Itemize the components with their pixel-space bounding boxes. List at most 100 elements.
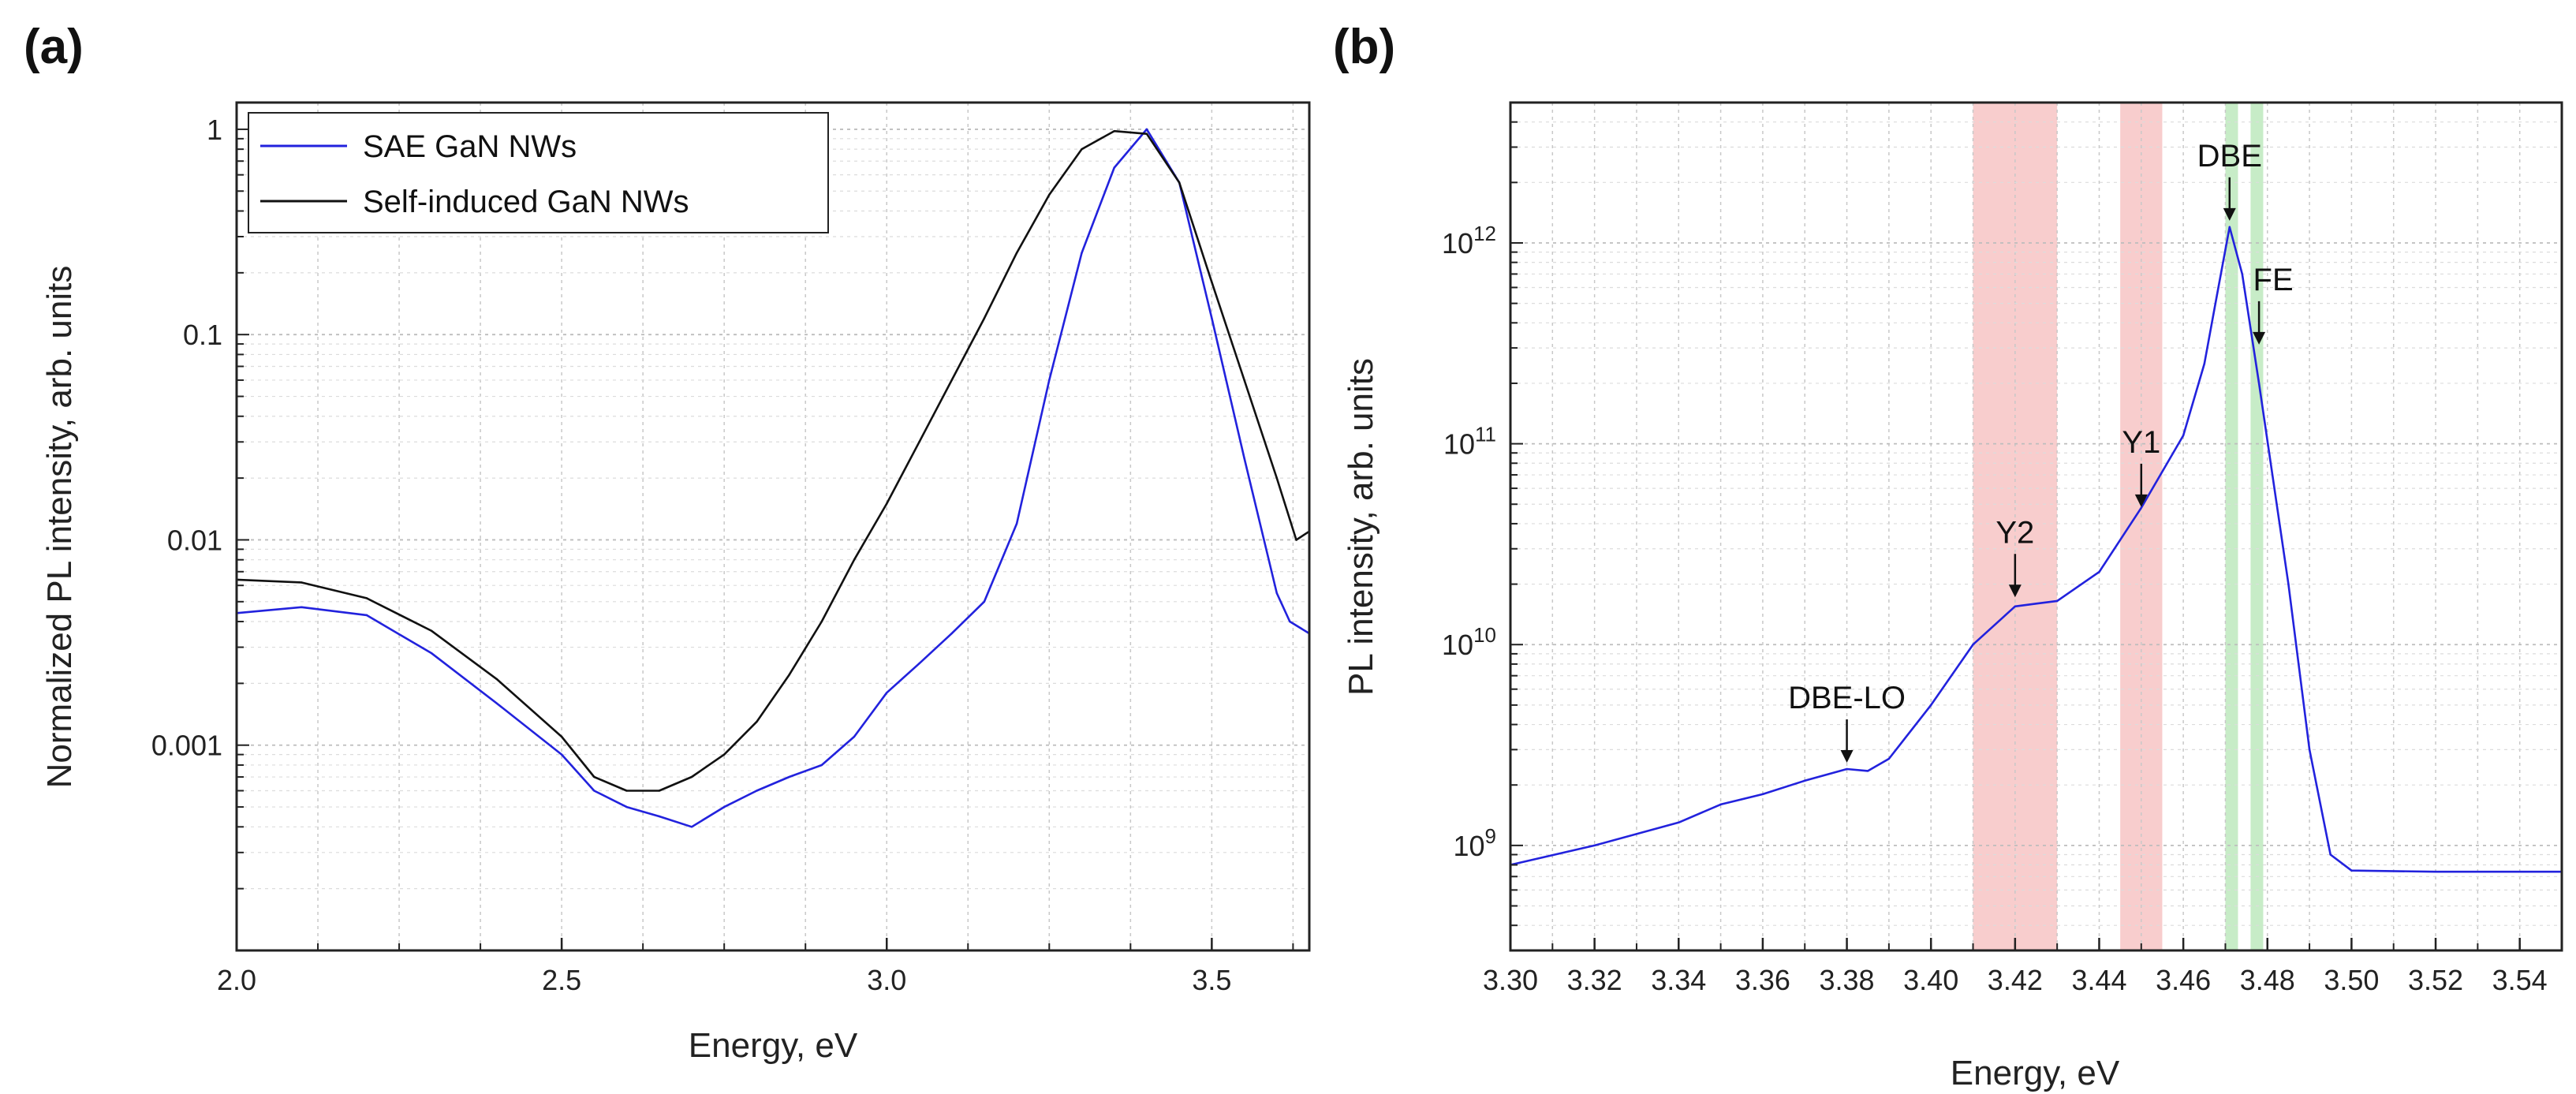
data-point [1211,317,1213,319]
shaded-band [2120,103,2163,950]
series-line-1 [236,129,1310,792]
data-point [1015,252,1018,254]
data-point [301,581,303,584]
data-point [918,441,920,443]
legend-box [248,112,829,233]
panel-a-xlabel: Energy, eV [689,1026,858,1065]
x-tick-label: 3.5 [1192,964,1231,996]
panel-b-shaded-bands [1973,103,2264,950]
panel-b-series [1509,226,2563,873]
annotation-arrowhead [2253,331,2266,345]
x-tick-label: 3.36 [1735,964,1790,996]
x-tick-label: 3.38 [1820,964,1875,996]
data-point [756,720,758,723]
y-tick-label: 1011 [1443,423,1496,461]
y-tick-label: 1012 [1442,222,1496,259]
data-point [1275,476,1278,480]
panel-a-series [235,128,1311,828]
data-point [1048,379,1051,382]
x-tick-label: 3.42 [1988,964,2043,996]
data-point [495,678,498,681]
panel-a-ticks: 2.0 2.5 3.0 3.5 0.001 0.01 0.1 1 [151,114,1294,996]
panel-b-annotations: DBE-LO Y2 Y1 DBE FE [1788,139,2294,764]
y-tick-label: 0.1 [183,319,222,351]
data-point [1275,592,1278,595]
legend-label-sae: SAE GaN NWs [363,129,577,164]
data-point [1972,644,1974,646]
x-tick-label: 3.52 [2408,964,2463,996]
data-point [1295,539,1297,541]
data-point [431,629,433,633]
panel-b-frame [1509,101,2563,952]
data-point [2257,382,2261,385]
x-tick-label: 3.54 [2492,964,2548,996]
panel-b-xlabel: Energy, eV [1951,1054,2120,1092]
data-point [1867,770,1869,772]
data-point [2329,853,2331,856]
series-line-0 [236,128,1310,828]
data-point [2350,869,2353,872]
panel-b-label: (b) [1333,20,1395,74]
data-point [690,775,693,778]
data-point [1081,147,1083,151]
data-point [365,614,368,617]
x-tick-label: 3.50 [2324,964,2379,996]
data-point [1289,620,1291,623]
panel-a-label: (a) [24,20,84,74]
data-point [2241,273,2243,275]
data-point [886,692,888,694]
data-point [690,826,693,828]
data-point [2182,434,2185,437]
data-point [950,379,953,382]
y-tick-label: 0.001 [151,730,222,762]
shaded-band [2250,103,2264,950]
data-point [495,702,498,704]
x-tick-label: 2.5 [542,964,581,996]
data-point [1145,133,1148,135]
x-tick-label: 3.0 [867,964,906,996]
data-point [301,606,303,609]
x-tick-label: 2.0 [217,964,256,996]
panel-b-ticks: 3.30 3.32 3.34 3.36 3.38 3.40 3.42 3.44 3.46 3.48… [1442,102,2563,996]
x-tick-label: 3.32 [1567,964,1622,996]
data-point [1593,844,1596,847]
data-point [1015,522,1018,525]
data-point [593,790,595,792]
data-point [1846,767,1848,771]
x-tick-label: 3.40 [1903,964,1958,996]
y-tick-label: 109 [1453,824,1496,862]
data-point [886,502,888,505]
data-point [1804,779,1806,782]
panel-b-ylabel: PL intensity, arb. units [1342,358,1380,696]
data-point [431,652,433,655]
data-point [2014,605,2017,607]
data-point [2055,599,2059,603]
data-point [1113,130,1115,133]
data-point [1678,821,1680,824]
shaded-band [2225,103,2238,950]
data-point [1761,793,1764,796]
shaded-band [1973,103,2058,950]
data-point [983,317,986,319]
data-point [853,558,856,561]
data-point [918,662,920,665]
data-point [2216,293,2218,297]
data-point [820,620,823,623]
data-point [658,815,660,818]
data-point [1113,166,1115,169]
data-point [1719,803,1722,806]
annotation-arrowhead [2223,207,2236,221]
x-tick-label: 3.30 [1483,964,1538,996]
annotation-label: Y2 [1995,515,2034,550]
data-point [788,775,790,778]
annotation-label: DBE [2197,139,2262,174]
data-point [853,735,856,738]
data-point [950,632,953,635]
panel-a-ylabel: Normalized PL intensity, arb. units [40,266,79,789]
data-point [2287,583,2290,585]
data-point [560,735,563,738]
data-point [820,764,823,767]
data-point [756,790,758,792]
data-point [1243,457,1245,460]
